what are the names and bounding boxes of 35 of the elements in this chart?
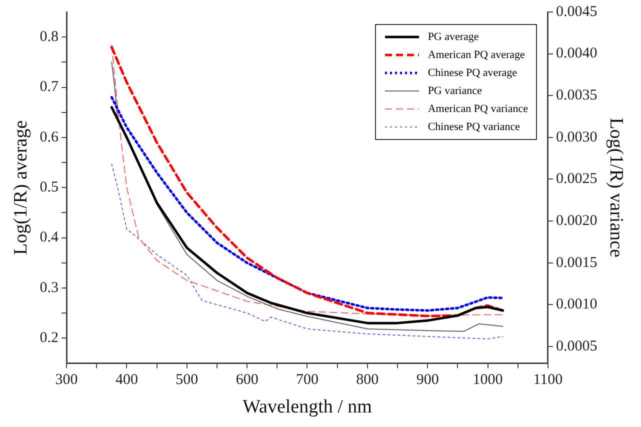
x-tick-label: 500	[176, 372, 198, 388]
y-tick-label: 0.6	[40, 129, 60, 146]
y2-tick-label: 0.0020	[556, 212, 598, 229]
y2-tick-label: 0.0010	[556, 296, 598, 313]
x-tick-label: 1100	[533, 372, 563, 388]
y2-tick-label: 0.0040	[556, 46, 598, 62]
y-axis-title: Log(1/R) average	[10, 120, 32, 255]
legend-label: American PQ variance	[428, 102, 528, 117]
x-tick-label: 700	[296, 372, 318, 388]
y2-tick-label: 0.0005	[556, 338, 598, 354]
y-tick-label: 0.4	[40, 230, 60, 246]
legend-label: Chinese PQ average	[428, 66, 518, 81]
y2-tick-label: 0.0035	[556, 88, 598, 104]
x-tick-label: 600	[236, 372, 258, 388]
y-tick-label: 0.3	[40, 280, 59, 296]
legend-label: PG average	[428, 30, 479, 45]
legend-label: PG variance	[428, 84, 482, 99]
x-tick-label: 800	[356, 372, 379, 388]
x-tick-label: 1000	[472, 372, 503, 388]
y2-tick-label: 0.0045	[556, 4, 598, 20]
line-series	[111, 164, 504, 340]
x-tick-label: 400	[115, 372, 138, 388]
y-tick-label: 0.2	[40, 330, 59, 346]
y2-axis-title: Log(1/R) variance	[606, 118, 627, 258]
x-axis-title: Wavelength / nm	[242, 396, 372, 418]
legend-label: American PQ average	[428, 48, 525, 63]
y2-tick-label: 0.0030	[556, 129, 598, 146]
x-tick-label: 900	[416, 372, 439, 388]
y2-tick-label: 0.0015	[556, 254, 598, 271]
y2-tick-label: 0.0025	[556, 171, 598, 188]
x-tick-label: 300	[55, 372, 78, 388]
y-tick-label: 0.8	[40, 29, 59, 46]
y-tick-label: 0.5	[40, 180, 59, 196]
y-tick-label: 0.7	[40, 79, 60, 96]
legend-label: Chinese PQ variance	[428, 120, 520, 135]
